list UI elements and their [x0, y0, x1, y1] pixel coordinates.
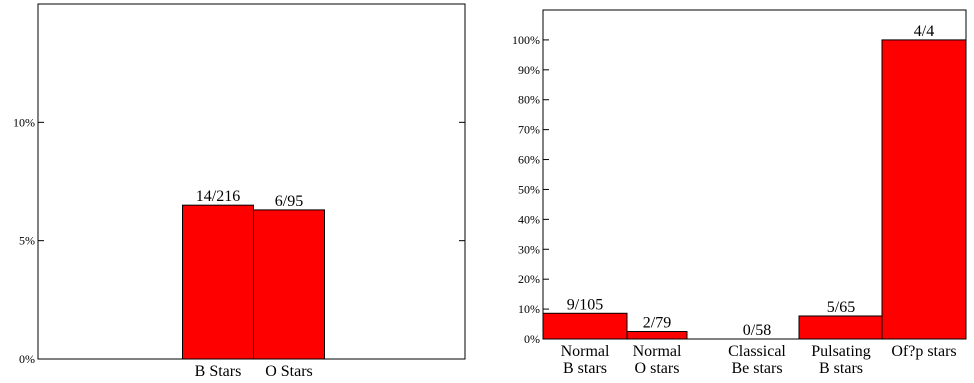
bar	[798, 315, 884, 340]
category-label: B stars	[819, 360, 863, 377]
bar	[253, 209, 325, 360]
category-label: Pulsating	[811, 343, 871, 360]
chart-2: 0% 10% 20% 30% 40% 50% 60% 70% 80% 90% 100% 9/105 No…	[512, 9, 967, 377]
bar-value-label: 4/4	[914, 23, 934, 40]
y-tick-label: 90%	[518, 63, 540, 77]
y-tick-label: 10%	[518, 302, 540, 316]
y-tick-label: 50%	[518, 182, 540, 196]
bar-value-label: 14/216	[196, 188, 240, 205]
bar-value-label: 5/65	[827, 299, 855, 316]
bar-value-label: 6/95	[275, 193, 303, 210]
y-tick-label: 100%	[512, 33, 540, 47]
category-label: Of?p stars	[891, 343, 956, 360]
y-tick-label: 10%	[13, 115, 35, 129]
y-tick-label: 30%	[518, 242, 540, 256]
bar	[626, 331, 688, 340]
bar	[542, 312, 628, 340]
bar	[881, 39, 967, 340]
bar-value-label: 0/58	[743, 322, 771, 339]
category-label: Be stars	[731, 360, 782, 377]
bar	[182, 204, 254, 360]
category-label: O Stars	[265, 363, 313, 380]
category-label: O stars	[635, 360, 680, 377]
y-tick-label: 60%	[518, 153, 540, 167]
category-label: B stars	[563, 360, 607, 377]
y-tick-label: 0%	[524, 332, 540, 346]
category-label: B Stars	[195, 363, 242, 380]
y-tick-label: 40%	[518, 212, 540, 226]
chart-1: 0% 5% 10% 14/216 B Stars 6/95 O Stars	[13, 3, 466, 380]
bar-value-label: 2/79	[643, 315, 671, 332]
y-tick-label: 0%	[19, 352, 35, 366]
category-label: Classical	[728, 343, 786, 360]
y-tick-label: 70%	[518, 123, 540, 137]
category-label: Normal	[561, 343, 610, 360]
y-tick-label: 20%	[518, 272, 540, 286]
y-tick-label: 5%	[19, 234, 35, 248]
category-label: Normal	[633, 343, 682, 360]
y-tick-label: 80%	[518, 93, 540, 107]
bar-value-label: 9/105	[567, 296, 603, 313]
